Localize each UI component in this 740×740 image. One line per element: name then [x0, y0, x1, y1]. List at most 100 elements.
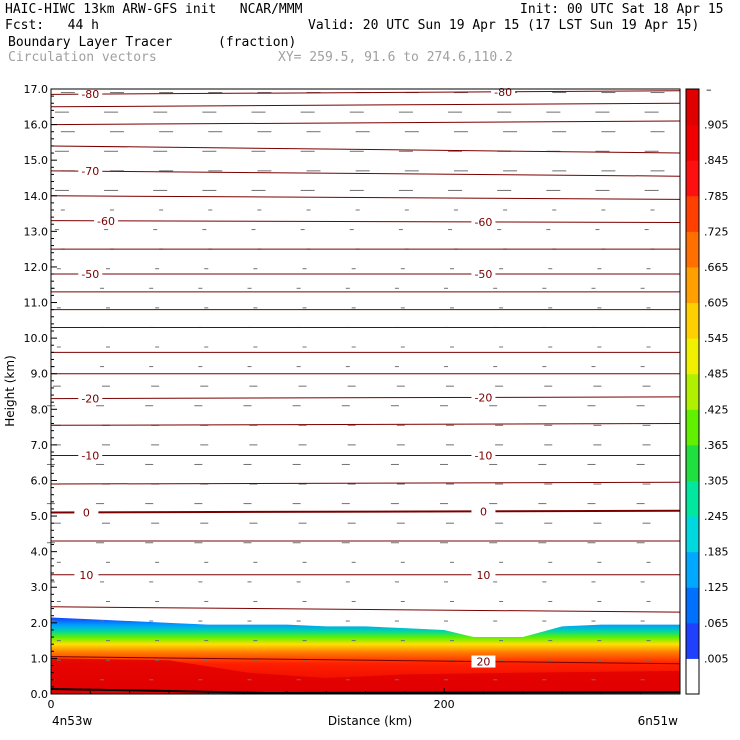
temperature-contour: [50, 90, 681, 95]
temperature-contour: [50, 481, 681, 485]
x-tick-label: 200: [434, 698, 455, 711]
contour-label: 0: [480, 505, 487, 518]
y-tick-label: 11.0: [24, 297, 49, 310]
colorbar-label: .245: [704, 510, 729, 523]
contour-label-bg: [94, 214, 119, 227]
contour-label: 20: [476, 656, 490, 669]
colorbar-label: .125: [704, 581, 729, 594]
contour-label: -50: [81, 268, 99, 281]
terrain-line: [50, 688, 681, 695]
colorbar-label: .005: [704, 652, 729, 665]
colorbar-label: .785: [704, 190, 729, 203]
colorbar-label: .185: [704, 546, 729, 559]
contour-label: -20: [81, 393, 99, 406]
colorbar-swatch: [686, 409, 699, 446]
contour-label: -60: [97, 215, 115, 228]
contour-label: -80: [494, 86, 512, 99]
contour-label: -20: [474, 391, 492, 404]
temperature-contour: [50, 170, 681, 177]
tracer-core: [51, 658, 680, 694]
colorbar-top-label: –: [706, 83, 712, 96]
colorbar-swatch: [686, 124, 699, 161]
colorbar-swatch: [686, 302, 699, 339]
temperature-contour: [50, 423, 681, 426]
y-tick-label: 16.0: [24, 119, 49, 132]
colorbar-swatch: [686, 622, 699, 659]
header-title: HAIC-HIWC 13km ARW-GFS init NCAR/MMM: [5, 2, 303, 17]
colorbar-label: .725: [704, 225, 729, 238]
temperature-contour: [50, 220, 681, 223]
colorbar-swatch: [686, 373, 699, 410]
colorbar-swatch: [686, 587, 699, 624]
contour-label-bg: [78, 88, 103, 101]
contour-label-bg: [78, 165, 103, 178]
contour-label: -80: [81, 88, 99, 101]
colorbar-label: .425: [704, 403, 729, 416]
colorbar-swatch: [686, 266, 699, 304]
colorbar-label: .065: [704, 617, 729, 630]
colorbar-label: .845: [704, 154, 729, 167]
colorbar-label: .905: [704, 119, 729, 132]
contour-label: -60: [474, 216, 492, 229]
contour-label-bg: [471, 268, 496, 281]
colorbar-label: .665: [704, 261, 729, 274]
y-tick-label: 15.0: [24, 154, 49, 167]
field-name: Boundary Layer Tracer: [8, 35, 173, 50]
colorbar-label: .485: [704, 368, 729, 381]
contour-label-bg: [471, 391, 496, 404]
colorbar-swatch: [686, 516, 699, 553]
colorbar-swatch: [686, 160, 699, 197]
colorbar-swatch: [686, 338, 699, 375]
header-valid-time: Valid: 20 UTC Sun 19 Apr 15 (17 LST Sun …: [308, 18, 700, 33]
contour-label: -10: [474, 450, 492, 463]
y-tick-label: 17.0: [24, 83, 49, 96]
colorbar-swatch: [686, 231, 699, 268]
x-right-endpoint: 6n51w: [638, 714, 679, 728]
y-tick-label: 8.0: [31, 403, 49, 416]
y-tick-label: 14.0: [24, 190, 49, 203]
colorbar-label: .605: [704, 297, 729, 310]
y-axis-label: Height (km): [3, 355, 17, 426]
contour-label-bg: [471, 505, 496, 518]
colorbar-swatch: [686, 444, 699, 481]
vector-name: Circulation vectors: [8, 50, 157, 65]
y-tick-label: 9.0: [31, 368, 49, 381]
y-tick-label: 5.0: [31, 510, 49, 523]
x-tick-label: 0: [48, 698, 55, 711]
contour-label: -10: [81, 450, 99, 463]
y-tick-label: 10.0: [24, 332, 49, 345]
xy-range: XY= 259.5, 91.6 to 274.6,110.2: [278, 50, 513, 65]
y-tick-label: 12.0: [24, 261, 49, 274]
y-tick-label: 0.0: [31, 688, 49, 701]
colorbar-label: .545: [704, 332, 729, 345]
temperature-contour: [50, 606, 681, 613]
contour-label-bg: [471, 568, 496, 581]
temperature-contour: [50, 195, 681, 200]
colorbar-swatch: [686, 551, 699, 588]
colorbar-swatch: [686, 480, 699, 517]
contour-label-bg: [471, 215, 496, 228]
contour-label: 0: [83, 506, 90, 519]
colorbar-frame: [685, 88, 700, 695]
contour-label: 10: [79, 569, 93, 582]
colorbar-swatch: [686, 195, 699, 232]
y-tick-label: 3.0: [31, 581, 49, 594]
contour-label-bg: [74, 568, 99, 581]
header-init-time: Init: 00 UTC Sat 18 Apr 15: [520, 2, 724, 17]
x-left-endpoint: 4n53w: [52, 714, 93, 728]
temperature-contour: [50, 656, 681, 665]
header-forecast-hour: Fcst: 44 h: [5, 18, 99, 33]
colorbar-label: .365: [704, 439, 729, 452]
colorbar-label: .305: [704, 474, 729, 487]
contour-label-bg: [78, 268, 103, 281]
temperature-contour: [50, 509, 681, 514]
colorbar-swatch: [686, 658, 699, 695]
contour-label: -70: [81, 165, 99, 178]
temperature-contour: [50, 120, 681, 126]
temperature-contour: [50, 102, 681, 108]
plot-frame: [50, 88, 681, 695]
y-tick-label: 7.0: [31, 439, 49, 452]
contour-label-bg: [78, 449, 103, 462]
y-tick-label: 13.0: [24, 225, 49, 238]
